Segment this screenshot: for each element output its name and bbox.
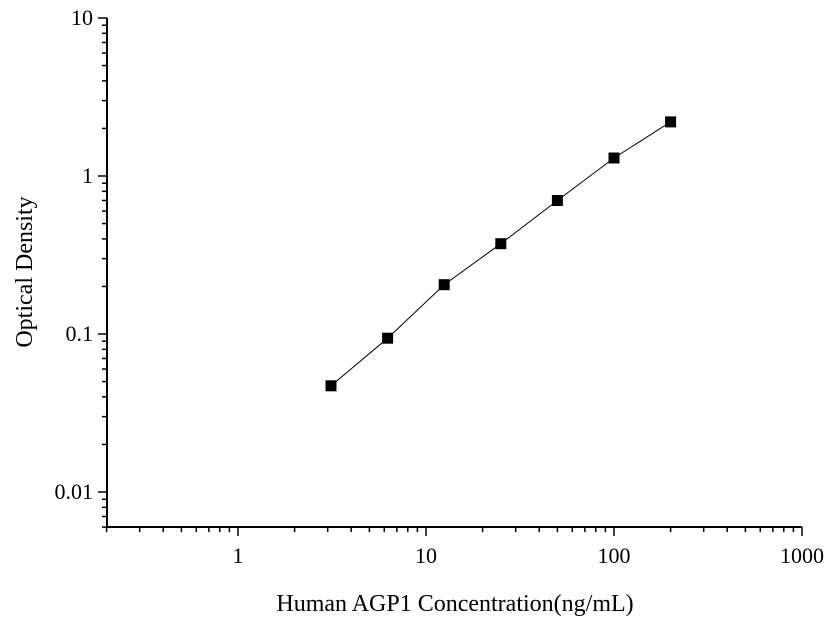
y-tick-label: 10 bbox=[71, 5, 93, 30]
x-axis-ticks bbox=[105, 527, 803, 536]
x-tick-label: 1000 bbox=[780, 543, 824, 568]
data-point-marker bbox=[495, 238, 507, 250]
data-point-marker bbox=[608, 152, 620, 164]
x-tick-label: 10 bbox=[415, 543, 437, 568]
y-axis-ticks bbox=[98, 17, 107, 528]
plot-frame bbox=[106, 18, 802, 528]
data-point-marker bbox=[551, 195, 563, 206]
data-point-marker bbox=[325, 380, 337, 392]
y-tick-label: 0.01 bbox=[55, 479, 94, 504]
series-line bbox=[330, 121, 671, 387]
x-tick-label: 1 bbox=[233, 543, 244, 568]
y-axis-label: Optical Density bbox=[12, 196, 38, 347]
series-points bbox=[325, 116, 677, 392]
data-point-marker bbox=[382, 332, 394, 344]
y-tick-label: 1 bbox=[82, 163, 93, 188]
data-point-marker bbox=[438, 279, 450, 291]
y-tick-label: 0.1 bbox=[66, 321, 94, 346]
data-point-marker bbox=[665, 116, 677, 128]
x-tick-label: 100 bbox=[598, 543, 631, 568]
series-lines bbox=[330, 121, 671, 387]
x-axis-label: Human AGP1 Concentration(ng/mL) bbox=[276, 591, 633, 617]
y-axis-tick-labels: 0.01 0.1 1 10 bbox=[55, 5, 94, 504]
x-axis-tick-labels: 1 10 100 1000 bbox=[233, 543, 825, 568]
